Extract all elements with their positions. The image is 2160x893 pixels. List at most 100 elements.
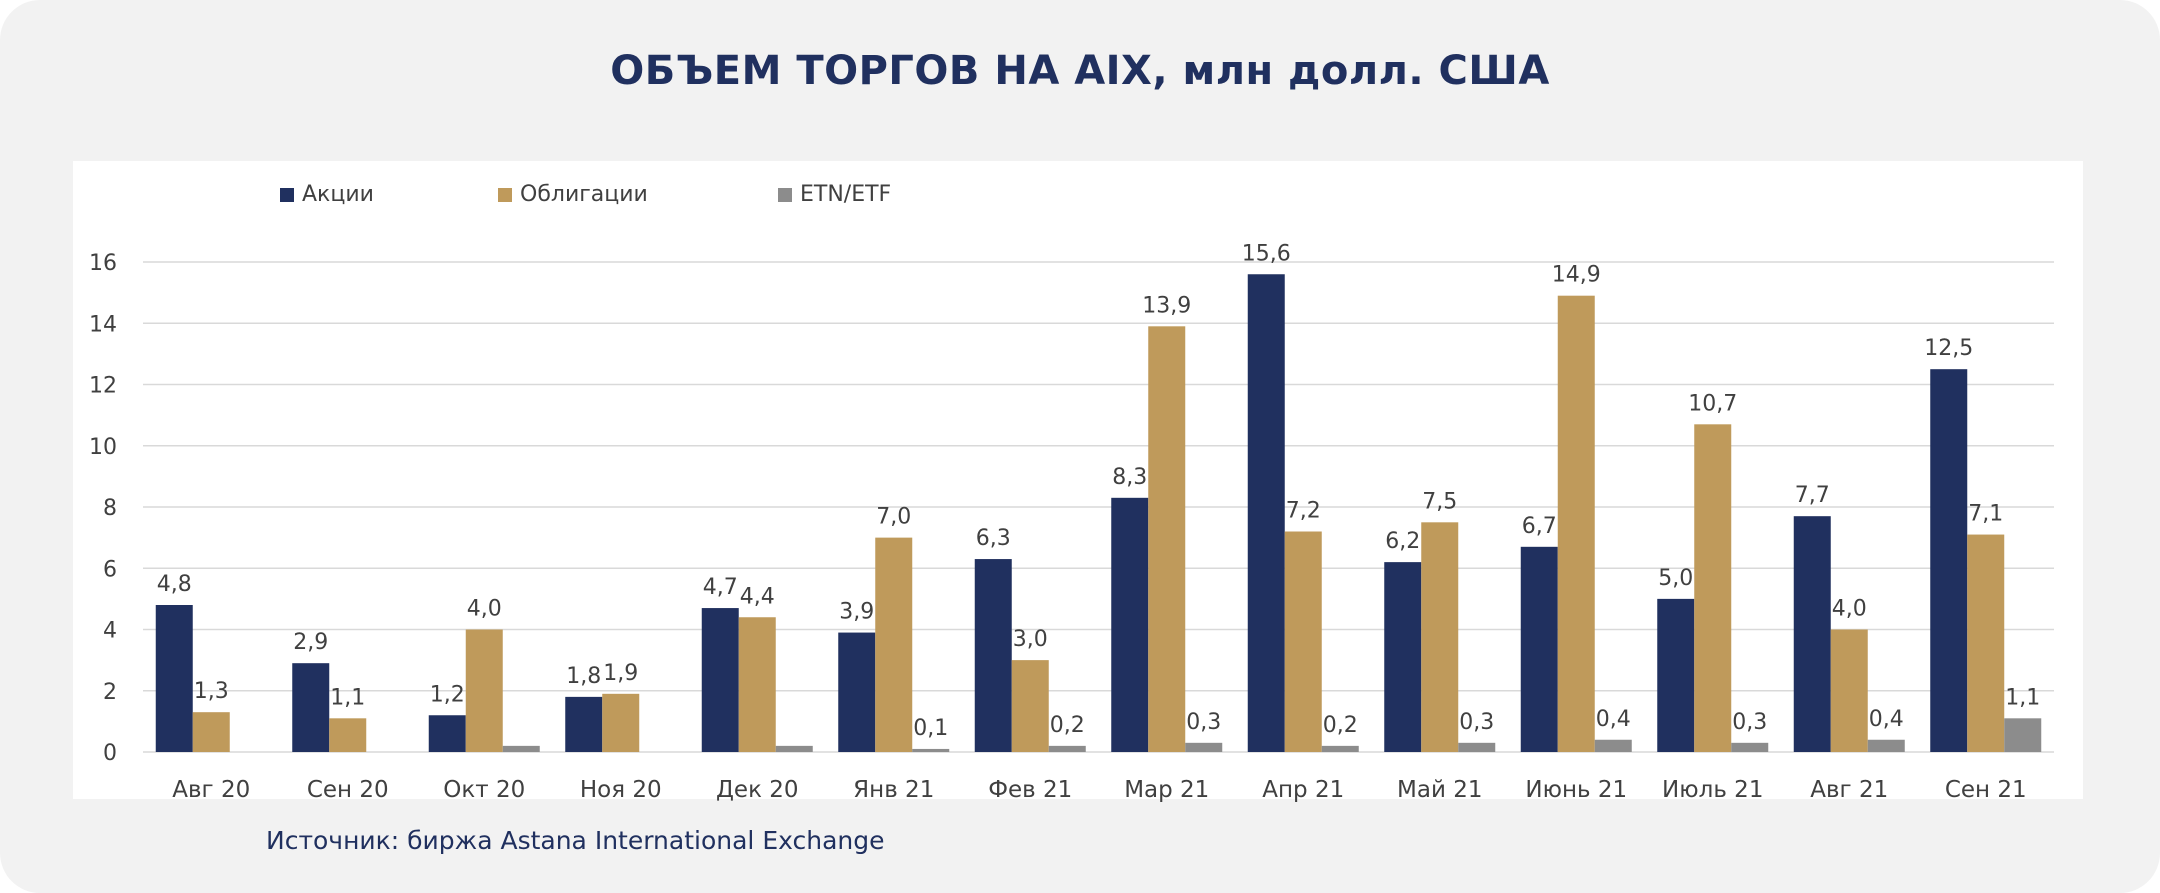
bar-2	[912, 748, 950, 752]
data-label: 7,0	[876, 505, 911, 530]
y-tick-label: 0	[103, 741, 117, 766]
legend-swatch-etf	[778, 187, 792, 202]
bar-1	[1557, 295, 1595, 752]
data-label: 14,9	[1552, 263, 1601, 288]
x-tick-label: Июнь 21	[1525, 777, 1627, 803]
x-tick-label: Янв 21	[853, 777, 934, 803]
bar-2	[1185, 742, 1223, 752]
bar-0	[1111, 497, 1149, 752]
bar-0	[155, 605, 193, 752]
bar-1	[1148, 326, 1186, 752]
bar-2	[1867, 739, 1905, 752]
data-label: 4,7	[703, 575, 738, 600]
data-label: 4,0	[1832, 597, 1867, 622]
bar-1	[1694, 424, 1732, 752]
bar-1	[329, 718, 367, 752]
data-label: 0,3	[1459, 710, 1494, 735]
data-label: 5,0	[1658, 566, 1693, 591]
data-label: 2,9	[293, 630, 328, 655]
bar-0	[1384, 562, 1422, 752]
data-label: 0,4	[1869, 707, 1904, 732]
data-label: 0,2	[1050, 713, 1085, 738]
bar-0	[1793, 516, 1831, 752]
bar-0	[701, 608, 739, 752]
bar-0	[1520, 546, 1558, 752]
y-tick-label: 8	[103, 496, 117, 521]
x-tick-label: Авг 20	[172, 777, 250, 803]
y-tick-label: 4	[103, 619, 117, 644]
y-tick-label: 6	[103, 557, 117, 582]
bar-1	[465, 629, 503, 752]
data-label: 0,3	[1186, 710, 1221, 735]
data-label: 1,3	[194, 679, 229, 704]
legend-swatch-shares	[280, 187, 294, 202]
y-tick-label: 2	[103, 680, 117, 705]
bar-1	[738, 617, 776, 752]
legend-label-etf: ETN/ETF	[800, 182, 892, 207]
bar-2	[775, 745, 813, 752]
bar-0	[838, 632, 876, 752]
data-label: 6,2	[1385, 529, 1420, 554]
bar-0	[292, 663, 330, 752]
x-tick-label: Сен 20	[307, 777, 389, 803]
y-tick-label: 14	[89, 312, 117, 337]
data-label: 7,2	[1286, 499, 1321, 524]
x-tick-label: Мар 21	[1124, 777, 1209, 803]
chart-panel	[73, 161, 2083, 799]
bar-0	[1247, 274, 1285, 752]
data-label: 1,1	[330, 685, 365, 710]
source-note: Источник: биржа Astana International Exc…	[266, 826, 885, 855]
data-label: 4,8	[157, 572, 192, 597]
bar-2	[1048, 745, 1086, 752]
data-label: 15,6	[1242, 241, 1291, 266]
chart-title: ОБЪЕМ ТОРГОВ НА AIX, млн долл. США	[610, 48, 1550, 94]
bar-2	[1321, 745, 1359, 752]
data-label: 3,0	[1013, 627, 1048, 652]
data-label: 6,3	[976, 526, 1011, 551]
data-label: 8,3	[1112, 465, 1147, 490]
data-label: 0,3	[1732, 710, 1767, 735]
data-label: 0,2	[1323, 713, 1358, 738]
data-label: 0,4	[1596, 707, 1631, 732]
bar-2	[502, 745, 540, 752]
bar-1	[1830, 629, 1868, 752]
bar-0	[428, 715, 466, 752]
y-tick-label: 10	[89, 435, 117, 460]
legend-label-shares: Акции	[302, 182, 374, 207]
bar-1	[875, 537, 913, 752]
data-label: 7,7	[1795, 483, 1830, 508]
bar-0	[1930, 369, 1968, 752]
y-tick-label: 12	[89, 374, 117, 399]
x-tick-label: Сен 21	[1945, 777, 2027, 803]
x-tick-label: Дек 20	[716, 777, 799, 803]
bar-1	[192, 712, 230, 752]
bar-1	[1284, 531, 1322, 752]
data-label: 10,7	[1688, 391, 1737, 416]
data-label: 7,1	[1968, 502, 2003, 527]
data-label: 7,5	[1422, 489, 1457, 514]
legend-item-etf: ETN/ETF	[778, 182, 891, 207]
data-label: 4,0	[467, 597, 502, 622]
bar-0	[974, 559, 1012, 752]
data-label: 1,8	[566, 664, 601, 689]
x-tick-label: Май 21	[1397, 777, 1482, 803]
data-label: 1,2	[430, 682, 465, 707]
bar-0	[1657, 598, 1695, 752]
x-tick-label: Окт 20	[443, 777, 525, 803]
bar-2	[2004, 718, 2042, 752]
x-tick-label: Ноя 20	[580, 777, 662, 803]
data-label: 13,9	[1142, 293, 1191, 318]
bar-2	[1458, 742, 1496, 752]
data-label: 1,9	[603, 661, 638, 686]
data-label: 4,4	[740, 584, 775, 609]
bar-1	[1421, 522, 1459, 752]
data-label: 0,1	[913, 716, 948, 741]
bar-1	[602, 693, 640, 752]
bar-0	[565, 696, 603, 752]
data-label: 6,7	[1522, 514, 1557, 539]
data-label: 1,1	[2005, 685, 2040, 710]
x-tick-label: Авг 21	[1810, 777, 1888, 803]
legend-item-bonds: Облигации	[498, 182, 648, 207]
x-tick-label: Фев 21	[988, 777, 1072, 803]
